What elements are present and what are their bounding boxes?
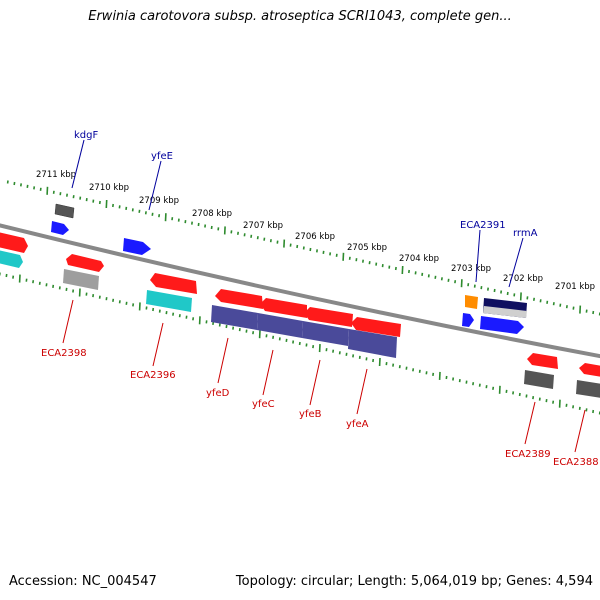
kdgF-leader xyxy=(71,139,85,189)
gene-yfeB-block[interactable] xyxy=(302,321,349,346)
kbp-label: 2701 kbp xyxy=(555,282,595,292)
gene-ECA2388-block[interactable] xyxy=(576,380,600,398)
kbp-label: 2704 kbp xyxy=(399,254,439,264)
gene-ECA2391-block[interactable] xyxy=(465,295,478,309)
gene-label-yfeE[interactable]: yfeE xyxy=(151,151,173,162)
gene-yfeA-block[interactable] xyxy=(348,329,397,358)
gene-label-yfeA[interactable]: yfeA xyxy=(346,419,369,430)
gene-ECA2398-block[interactable] xyxy=(63,269,99,290)
gene-ECA2388-arrow[interactable] xyxy=(579,363,600,377)
gene-label-yfeB[interactable]: yfeB xyxy=(299,409,322,420)
gene-left-red[interactable] xyxy=(0,232,28,253)
gene-ECA2389-arrow[interactable] xyxy=(527,353,558,369)
gene-yfeD-arrow[interactable] xyxy=(215,289,263,309)
kbp-label: 2710 kbp xyxy=(89,183,129,193)
gene-label-kdgF[interactable]: kdgF xyxy=(74,130,98,141)
gene-ECA2396-block[interactable] xyxy=(146,290,192,312)
ECA2388-leader xyxy=(574,409,586,453)
map-title: Erwinia carotovora subsp. atroseptica SC… xyxy=(88,9,512,24)
kbp-label: 2702 kbp xyxy=(503,274,543,284)
ECA2396-leader xyxy=(152,322,164,367)
gene-label-yfeC[interactable]: yfeC xyxy=(252,399,275,410)
kbp-label: 2711 kbp xyxy=(36,170,76,180)
kbp-label: 2708 kbp xyxy=(192,209,232,219)
genome-backbone xyxy=(0,223,600,359)
gene-yfeA-arrow[interactable] xyxy=(351,317,401,337)
gene-rrmA-shade[interactable] xyxy=(483,306,527,318)
gene-kdgF-arrow[interactable] xyxy=(51,221,69,235)
kbp-label: 2703 kbp xyxy=(451,264,491,274)
gene-left-cyan[interactable] xyxy=(0,250,23,268)
gene-label-yfeD[interactable]: yfeD xyxy=(206,388,230,399)
gene-label-ECA2398[interactable]: ECA2398 xyxy=(41,348,87,359)
yfeE-leader xyxy=(148,160,162,211)
gene-yfeE-arrow[interactable] xyxy=(123,238,151,255)
gene-ECA2398-arrow[interactable] xyxy=(66,254,104,272)
reverse-tick-line xyxy=(0,272,600,415)
gene-label-ECA2388[interactable]: ECA2388 xyxy=(553,457,599,468)
topology-label: Topology: circular; Length: 5,064,019 bp… xyxy=(235,574,593,589)
rrmA-leader xyxy=(508,237,524,288)
ECA2398-leader xyxy=(62,299,74,344)
kbp-scale: 2711 kbp 2710 kbp 2709 kbp 2708 kbp 2707… xyxy=(36,170,595,292)
forward-tick-line xyxy=(6,180,600,316)
gene-yfeB-arrow[interactable] xyxy=(304,307,353,327)
kbp-label: 2709 kbp xyxy=(139,196,179,206)
gene-forward-small-arrow[interactable] xyxy=(462,313,474,327)
kbp-label: 2705 kbp xyxy=(347,243,387,253)
gene-label-ECA2389[interactable]: ECA2389 xyxy=(505,449,551,460)
ECA2391-leader xyxy=(475,229,481,283)
kbp-label: 2706 kbp xyxy=(295,232,335,242)
yfeA-leader xyxy=(356,368,368,415)
gene-forward-blue-arrow[interactable] xyxy=(480,316,524,334)
kbp-label: 2707 kbp xyxy=(243,221,283,231)
gene-yfeD-block[interactable] xyxy=(211,305,258,330)
gene-kdgF-block[interactable] xyxy=(54,203,75,219)
gene-yfeC-arrow[interactable] xyxy=(260,298,307,318)
gene-ECA2396-arrow[interactable] xyxy=(150,273,197,294)
yfeB-leader xyxy=(309,359,321,406)
gene-label-ECA2391[interactable]: ECA2391 xyxy=(460,220,506,231)
yfeC-leader xyxy=(262,349,274,396)
gene-label-ECA2396[interactable]: ECA2396 xyxy=(130,370,176,381)
gene-ECA2389-block[interactable] xyxy=(524,370,554,389)
gene-label-rrmA[interactable]: rrmA xyxy=(513,228,538,239)
yfeD-leader xyxy=(217,337,229,384)
gene-yfeC-block[interactable] xyxy=(257,313,303,338)
ECA2389-leader xyxy=(524,401,536,445)
accession-label: Accession: NC_004547 xyxy=(9,574,157,589)
